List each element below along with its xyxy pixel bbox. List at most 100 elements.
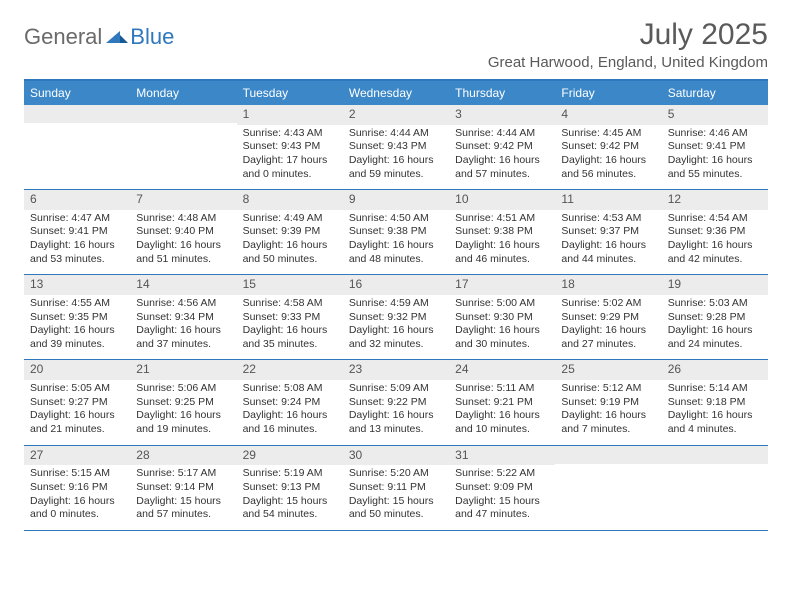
cell-body: Sunrise: 4:44 AMSunset: 9:43 PMDaylight:… — [343, 125, 449, 190]
daylight1-text: Daylight: 16 hours — [30, 324, 124, 338]
sunrise-text: Sunrise: 4:44 AM — [349, 127, 443, 141]
cell-body: Sunrise: 4:54 AMSunset: 9:36 PMDaylight:… — [662, 210, 768, 275]
daylight2-text: and 30 minutes. — [455, 338, 549, 352]
daylight1-text: Daylight: 16 hours — [30, 495, 124, 509]
day-header: Tuesday — [237, 81, 343, 105]
header: General Blue July 2025 Great Harwood, En… — [24, 18, 768, 71]
cell-body: Sunrise: 5:03 AMSunset: 9:28 PMDaylight:… — [662, 295, 768, 360]
calendar-cell: 20Sunrise: 5:05 AMSunset: 9:27 PMDayligh… — [24, 360, 130, 444]
sunrise-text: Sunrise: 5:09 AM — [349, 382, 443, 396]
week-row: 1Sunrise: 4:43 AMSunset: 9:43 PMDaylight… — [24, 105, 768, 190]
daylight2-text: and 48 minutes. — [349, 253, 443, 267]
sunset-text: Sunset: 9:41 PM — [668, 140, 762, 154]
daylight2-text: and 50 minutes. — [243, 253, 337, 267]
daylight1-text: Daylight: 16 hours — [455, 324, 549, 338]
calendar-cell: 4Sunrise: 4:45 AMSunset: 9:42 PMDaylight… — [555, 105, 661, 189]
cell-body — [555, 464, 661, 524]
cell-body: Sunrise: 5:12 AMSunset: 9:19 PMDaylight:… — [555, 380, 661, 445]
daylight1-text: Daylight: 16 hours — [243, 324, 337, 338]
day-number: 18 — [555, 275, 661, 295]
calendar-cell: 24Sunrise: 5:11 AMSunset: 9:21 PMDayligh… — [449, 360, 555, 444]
daylight1-text: Daylight: 16 hours — [668, 154, 762, 168]
day-number — [130, 105, 236, 123]
daylight1-text: Daylight: 16 hours — [561, 239, 655, 253]
sunrise-text: Sunrise: 4:58 AM — [243, 297, 337, 311]
calendar-cell: 29Sunrise: 5:19 AMSunset: 9:13 PMDayligh… — [237, 446, 343, 530]
sunset-text: Sunset: 9:24 PM — [243, 396, 337, 410]
sunset-text: Sunset: 9:32 PM — [349, 311, 443, 325]
day-header: Saturday — [662, 81, 768, 105]
cell-body: Sunrise: 5:06 AMSunset: 9:25 PMDaylight:… — [130, 380, 236, 445]
daylight1-text: Daylight: 16 hours — [455, 239, 549, 253]
calendar-cell: 30Sunrise: 5:20 AMSunset: 9:11 PMDayligh… — [343, 446, 449, 530]
calendar-cell: 6Sunrise: 4:47 AMSunset: 9:41 PMDaylight… — [24, 190, 130, 274]
cell-body: Sunrise: 5:08 AMSunset: 9:24 PMDaylight:… — [237, 380, 343, 445]
calendar-cell: 27Sunrise: 5:15 AMSunset: 9:16 PMDayligh… — [24, 446, 130, 530]
cell-body: Sunrise: 4:58 AMSunset: 9:33 PMDaylight:… — [237, 295, 343, 360]
sunrise-text: Sunrise: 4:53 AM — [561, 212, 655, 226]
sunrise-text: Sunrise: 5:11 AM — [455, 382, 549, 396]
day-number: 23 — [343, 360, 449, 380]
day-number: 26 — [662, 360, 768, 380]
daylight2-text: and 57 minutes. — [136, 508, 230, 522]
daylight2-text: and 10 minutes. — [455, 423, 549, 437]
day-number: 12 — [662, 190, 768, 210]
calendar-cell: 21Sunrise: 5:06 AMSunset: 9:25 PMDayligh… — [130, 360, 236, 444]
cell-body: Sunrise: 4:43 AMSunset: 9:43 PMDaylight:… — [237, 125, 343, 190]
cell-body: Sunrise: 4:46 AMSunset: 9:41 PMDaylight:… — [662, 125, 768, 190]
daylight2-text: and 24 minutes. — [668, 338, 762, 352]
cell-body: Sunrise: 4:49 AMSunset: 9:39 PMDaylight:… — [237, 210, 343, 275]
daylight1-text: Daylight: 16 hours — [349, 324, 443, 338]
sunrise-text: Sunrise: 5:22 AM — [455, 467, 549, 481]
daylight1-text: Daylight: 16 hours — [136, 324, 230, 338]
logo-mark-icon — [106, 27, 128, 48]
daylight1-text: Daylight: 16 hours — [668, 409, 762, 423]
daylight1-text: Daylight: 16 hours — [668, 324, 762, 338]
cell-body: Sunrise: 5:17 AMSunset: 9:14 PMDaylight:… — [130, 465, 236, 530]
calendar-cell: 12Sunrise: 4:54 AMSunset: 9:36 PMDayligh… — [662, 190, 768, 274]
day-number: 11 — [555, 190, 661, 210]
sunset-text: Sunset: 9:25 PM — [136, 396, 230, 410]
calendar-cell: 18Sunrise: 5:02 AMSunset: 9:29 PMDayligh… — [555, 275, 661, 359]
cell-body: Sunrise: 4:55 AMSunset: 9:35 PMDaylight:… — [24, 295, 130, 360]
sunset-text: Sunset: 9:27 PM — [30, 396, 124, 410]
day-header: Thursday — [449, 81, 555, 105]
daylight2-text: and 46 minutes. — [455, 253, 549, 267]
sunset-text: Sunset: 9:09 PM — [455, 481, 549, 495]
day-number: 31 — [449, 446, 555, 466]
daylight2-text: and 53 minutes. — [30, 253, 124, 267]
day-number: 20 — [24, 360, 130, 380]
daylight2-text: and 54 minutes. — [243, 508, 337, 522]
week-row: 27Sunrise: 5:15 AMSunset: 9:16 PMDayligh… — [24, 446, 768, 531]
daylight1-text: Daylight: 15 hours — [349, 495, 443, 509]
day-number: 10 — [449, 190, 555, 210]
sunset-text: Sunset: 9:36 PM — [668, 225, 762, 239]
daylight1-text: Daylight: 16 hours — [243, 239, 337, 253]
calendar-cell: 16Sunrise: 4:59 AMSunset: 9:32 PMDayligh… — [343, 275, 449, 359]
day-number: 7 — [130, 190, 236, 210]
cell-body: Sunrise: 4:56 AMSunset: 9:34 PMDaylight:… — [130, 295, 236, 360]
sunrise-text: Sunrise: 4:50 AM — [349, 212, 443, 226]
sunrise-text: Sunrise: 4:55 AM — [30, 297, 124, 311]
sunrise-text: Sunrise: 5:06 AM — [136, 382, 230, 396]
calendar-cell — [555, 446, 661, 530]
logo-text-blue: Blue — [130, 24, 174, 50]
sunrise-text: Sunrise: 5:03 AM — [668, 297, 762, 311]
cell-body: Sunrise: 4:45 AMSunset: 9:42 PMDaylight:… — [555, 125, 661, 190]
cell-body: Sunrise: 4:50 AMSunset: 9:38 PMDaylight:… — [343, 210, 449, 275]
cell-body — [130, 123, 236, 183]
sunrise-text: Sunrise: 5:08 AM — [243, 382, 337, 396]
sunrise-text: Sunrise: 4:47 AM — [30, 212, 124, 226]
sunrise-text: Sunrise: 4:48 AM — [136, 212, 230, 226]
sunset-text: Sunset: 9:38 PM — [349, 225, 443, 239]
title-block: July 2025 Great Harwood, England, United… — [488, 18, 768, 71]
daylight1-text: Daylight: 16 hours — [561, 324, 655, 338]
daylight2-text: and 13 minutes. — [349, 423, 443, 437]
daylight2-text: and 39 minutes. — [30, 338, 124, 352]
day-number: 5 — [662, 105, 768, 125]
daylight2-text: and 32 minutes. — [349, 338, 443, 352]
day-number: 13 — [24, 275, 130, 295]
daylight2-text: and 50 minutes. — [349, 508, 443, 522]
daylight1-text: Daylight: 16 hours — [30, 239, 124, 253]
day-number — [24, 105, 130, 123]
